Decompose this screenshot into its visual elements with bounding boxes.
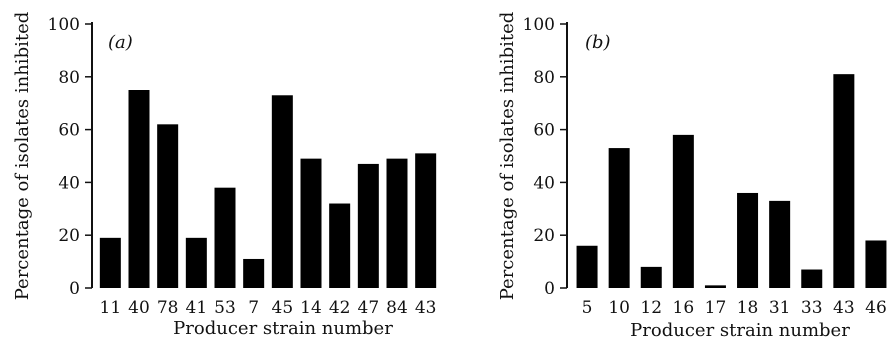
- bar-43: [415, 153, 437, 288]
- bar-16: [672, 134, 694, 288]
- x-tick-label: 40: [128, 298, 150, 318]
- bar-33: [801, 269, 823, 288]
- x-tick-label: 14: [300, 298, 322, 318]
- panel-label: (b): [585, 32, 611, 53]
- bar-53: [214, 187, 236, 288]
- y-tick-label: 20: [533, 226, 555, 246]
- y-tick-label: 40: [58, 173, 80, 193]
- x-tick-label: 78: [157, 298, 179, 318]
- x-axis-title: Producer strain number: [173, 318, 393, 339]
- x-tick-label: 41: [186, 298, 208, 318]
- bar-12: [640, 266, 662, 288]
- bar-10: [608, 148, 630, 288]
- x-tick-label: 45: [272, 298, 294, 318]
- bar-78: [157, 124, 179, 288]
- x-tick-label: 84: [386, 298, 408, 318]
- x-axis-title: Producer strain number: [630, 320, 850, 341]
- y-axis-title: Percentage of isolates inhibited: [497, 12, 518, 301]
- y-tick-label: 40: [533, 173, 555, 193]
- panel-label: (a): [108, 32, 133, 53]
- y-tick-label: 60: [533, 121, 555, 141]
- y-tick-label: 60: [58, 121, 80, 141]
- x-tick-label: 17: [705, 298, 727, 318]
- bar-84: [386, 158, 408, 288]
- y-tick-label: 20: [58, 226, 80, 246]
- bar-11: [99, 237, 121, 288]
- y-tick-label: 80: [533, 68, 555, 88]
- x-tick-label: 18: [737, 298, 759, 318]
- bar-41: [185, 237, 207, 288]
- x-tick-label: 33: [801, 298, 823, 318]
- bar-7: [243, 258, 265, 288]
- x-tick-label: 43: [415, 298, 437, 318]
- y-tick-label: 100: [523, 15, 555, 35]
- x-tick-label: 42: [329, 298, 351, 318]
- x-tick-label: 46: [865, 298, 887, 318]
- bar-42: [329, 203, 351, 288]
- chart-panel-a: 0 20 40 60 80 100 11 40 78 41 53 7 45 14 42 47 84 43 (a) Pr…: [12, 12, 436, 339]
- bar-5: [576, 245, 598, 288]
- y-axis-title: Percentage of isolates inhibited: [12, 12, 33, 301]
- x-tick-label: 7: [248, 298, 259, 318]
- x-tick-label: 10: [608, 298, 630, 318]
- y-tick-label: 80: [58, 68, 80, 88]
- x-tick-label: 11: [100, 298, 122, 318]
- bar-46: [865, 240, 887, 288]
- bar-31: [769, 200, 791, 288]
- bar-17: [704, 285, 726, 288]
- bar-47: [357, 163, 379, 288]
- x-tick-label: 31: [769, 298, 791, 318]
- chart-panel-b: 0 20 40 60 80 100 5 10 12 16 17 18 31 33 43 46 (b) Produc…: [497, 12, 887, 341]
- bar-40: [128, 90, 150, 288]
- bar-45: [271, 95, 293, 288]
- y-tick-label: 0: [69, 279, 80, 299]
- bar-18: [737, 192, 759, 288]
- x-tick-label: 53: [214, 298, 236, 318]
- x-tick-label: 5: [582, 298, 593, 318]
- x-tick-label: 43: [833, 298, 855, 318]
- bar-14: [300, 158, 322, 288]
- x-tick-label: 12: [640, 298, 662, 318]
- y-tick-label: 0: [544, 279, 555, 299]
- x-tick-label: 16: [673, 298, 695, 318]
- y-tick-label: 100: [48, 15, 80, 35]
- x-tick-label: 47: [358, 298, 380, 318]
- bar-43: [833, 74, 855, 288]
